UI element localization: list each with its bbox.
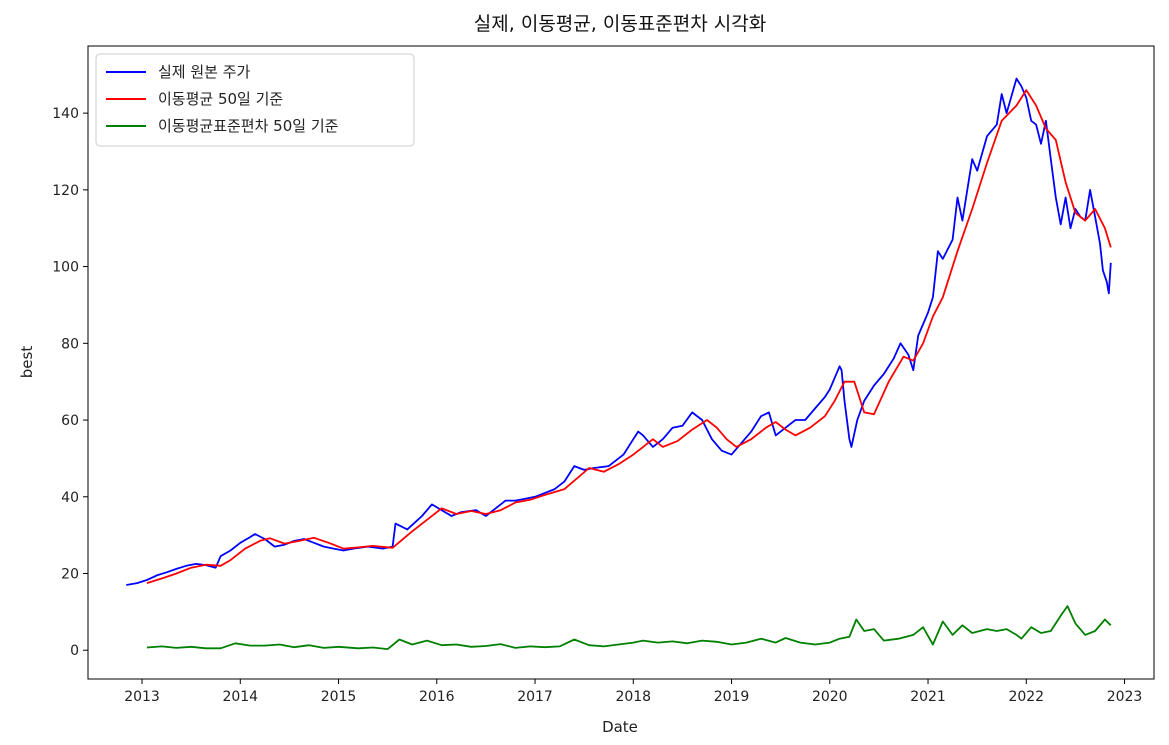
y-tick-label: 140 <box>52 106 79 122</box>
x-tick-label: 2022 <box>1008 689 1044 705</box>
x-tick-label: 2023 <box>1107 689 1143 705</box>
x-tick-label: 2015 <box>321 689 357 705</box>
legend-entry: 실제 원본 주가 <box>158 63 251 81</box>
x-tick-label: 2017 <box>517 689 553 705</box>
chart-title: 실제, 이동평균, 이동표준편차 시각화 <box>474 13 766 35</box>
x-tick-label: 2014 <box>222 689 258 705</box>
y-tick-label: 100 <box>52 260 79 276</box>
y-axis: 0 20 40 60 80 100 120 140 <box>52 106 88 659</box>
y-axis-label: best <box>18 346 36 379</box>
x-tick-label: 2016 <box>419 689 455 705</box>
legend-box <box>95 53 415 147</box>
series-line-2 <box>146 89 1112 584</box>
plot-frame <box>87 45 1155 680</box>
y-tick-label: 0 <box>70 643 79 659</box>
x-axis: 2013 2014 2015 2016 2017 2018 2019 2020 2021 2022… <box>124 679 1142 705</box>
legend-entry: 이동평균 50일 기준 <box>158 90 283 108</box>
y-tick-label: 120 <box>52 183 79 199</box>
x-tick-label: 2019 <box>714 689 750 705</box>
legend-entry: 이동평균표준편차 50일 기준 <box>158 117 339 135</box>
y-tick-label: 80 <box>61 336 79 352</box>
x-tick-label: 2013 <box>124 689 160 705</box>
x-tick-label: 2021 <box>910 689 946 705</box>
x-tick-label: 2018 <box>615 689 651 705</box>
y-tick-label: 60 <box>61 413 79 429</box>
plot-area <box>126 77 1112 650</box>
x-axis-label: Date <box>602 718 638 736</box>
y-tick-label: 20 <box>61 567 79 583</box>
y-tick-label: 40 <box>61 490 79 506</box>
x-tick-label: 2020 <box>812 689 848 705</box>
series-line-1 <box>126 77 1112 586</box>
series-line-3 <box>146 605 1112 650</box>
